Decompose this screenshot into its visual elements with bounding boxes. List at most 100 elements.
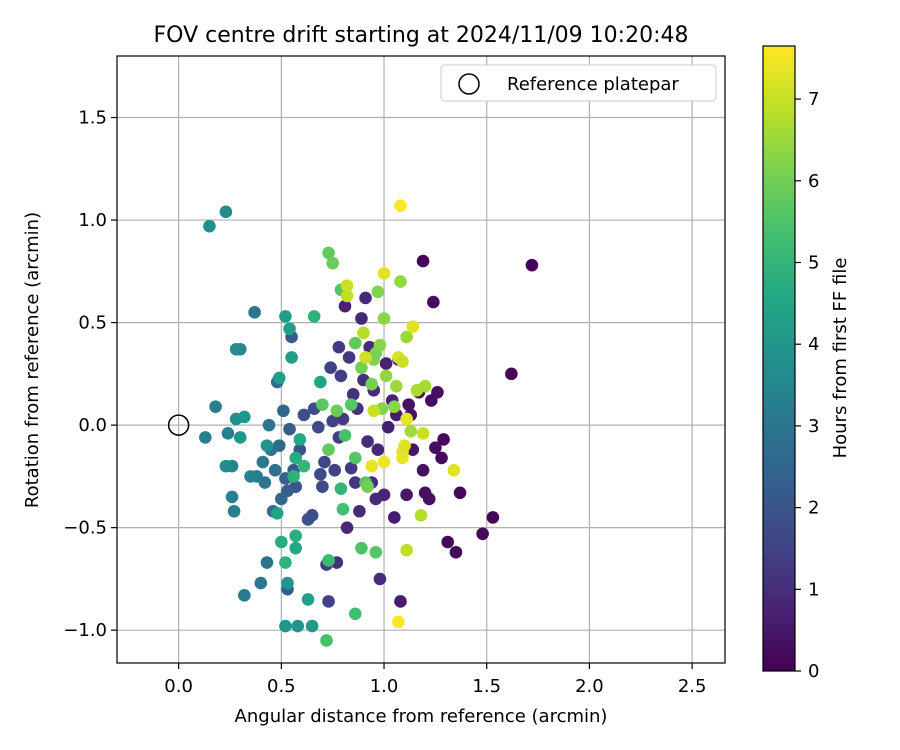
data-point (377, 455, 391, 469)
data-point (373, 572, 387, 586)
data-point (262, 418, 276, 432)
data-point (287, 470, 300, 483)
data-point (379, 357, 393, 370)
colorbar-tick-label: 2 (808, 498, 819, 519)
data-point (344, 461, 358, 475)
data-point (361, 480, 374, 493)
data-point (233, 431, 247, 444)
data-point (359, 291, 372, 305)
colorbar-tick-label: 4 (808, 334, 819, 355)
data-point (260, 439, 274, 452)
data-point (338, 429, 352, 442)
y-tick-label: 0.0 (78, 415, 107, 436)
data-point (342, 351, 356, 364)
data-point (322, 595, 335, 608)
data-point (404, 424, 418, 438)
y-tick-label: 0.5 (78, 313, 107, 334)
x-tick-label: 0.0 (164, 676, 193, 697)
legend-box (440, 64, 717, 102)
x-tick-label: 0.5 (267, 676, 296, 697)
data-point (301, 593, 315, 606)
data-point (400, 330, 413, 344)
data-point (361, 435, 374, 448)
data-point (476, 527, 489, 541)
data-point (340, 521, 354, 534)
data-point (279, 619, 292, 633)
data-point (392, 615, 405, 629)
data-point (332, 340, 346, 354)
data-point (447, 463, 461, 477)
data-point (328, 463, 342, 477)
data-point (281, 576, 294, 590)
data-point (311, 420, 325, 434)
data-point (396, 355, 409, 368)
colorbar-tick-label: 6 (808, 171, 819, 192)
data-point (344, 398, 358, 411)
data-point (394, 595, 407, 608)
data-point (225, 490, 239, 504)
data-point (305, 619, 319, 633)
y-tick-label: 1.5 (78, 108, 107, 129)
data-point (326, 256, 339, 270)
data-point (424, 394, 438, 407)
data-point (314, 468, 327, 481)
data-point (357, 326, 370, 340)
data-point (324, 361, 337, 375)
data-point (486, 511, 500, 524)
data-point (283, 422, 296, 436)
data-point (348, 451, 362, 465)
x-axis-label: Angular distance from reference (arcmin) (235, 706, 608, 727)
data-point (289, 529, 303, 543)
data-point (390, 379, 403, 393)
data-point (340, 289, 354, 303)
data-point (322, 246, 335, 260)
data-point (348, 476, 362, 489)
data-point (437, 433, 450, 446)
data-point (396, 451, 409, 465)
colorbar-ticks: 0 1 2 3 4 5 6 7 (795, 89, 819, 682)
x-tick-label: 1.0 (370, 676, 399, 697)
data-point (353, 504, 366, 518)
colorbar-tick-label: 0 (808, 661, 819, 682)
data-point (275, 535, 288, 549)
data-point (355, 312, 368, 325)
data-point (322, 554, 335, 567)
data-point (449, 545, 463, 559)
colorbar-tick-label: 7 (808, 89, 819, 110)
data-point (254, 576, 268, 590)
data-point (203, 219, 216, 233)
data-point (377, 267, 391, 280)
data-point (394, 275, 407, 288)
chart-title: FOV centre drift starting at 2024/11/09 … (154, 23, 689, 48)
data-point (505, 367, 518, 381)
data-point (414, 509, 428, 522)
data-point (525, 258, 539, 272)
data-point (199, 431, 212, 444)
data-point (238, 410, 251, 424)
data-point (238, 589, 251, 602)
data-point (270, 507, 284, 520)
data-point (377, 312, 391, 325)
data-point (320, 634, 333, 647)
data-point (283, 322, 296, 336)
data-point (365, 459, 379, 473)
data-point (416, 427, 430, 440)
data-point (334, 369, 348, 383)
data-point (297, 459, 311, 473)
data-point (338, 299, 352, 313)
colorbar-tick-label: 1 (808, 579, 819, 600)
data-point (334, 482, 348, 495)
x-tick-label: 2.5 (678, 676, 707, 697)
data-point (209, 400, 222, 413)
data-point (441, 535, 455, 549)
data-point (369, 545, 383, 559)
data-point (416, 254, 430, 268)
data-point (275, 492, 288, 506)
data-point (248, 306, 261, 319)
data-point (453, 486, 467, 500)
data-point (365, 377, 379, 391)
data-point (229, 342, 243, 356)
data-point (367, 404, 381, 418)
data-point (429, 441, 442, 454)
data-point (301, 513, 315, 526)
